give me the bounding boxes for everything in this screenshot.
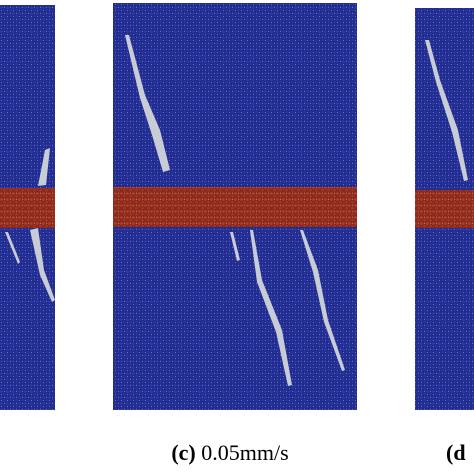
band: [113, 187, 357, 227]
panel-caption: 0.05mm/s: [201, 440, 288, 465]
crack: [125, 35, 170, 172]
crack: [300, 230, 345, 371]
panel-d: [415, 8, 474, 410]
caption-c: (c) 0.05mm/s: [171, 440, 288, 465]
caption-d: (d: [446, 440, 466, 465]
band: [415, 190, 474, 228]
panel-c: [113, 3, 357, 410]
crack: [30, 228, 55, 302]
crack: [250, 230, 292, 386]
band: [0, 188, 55, 228]
crack: [38, 148, 50, 186]
panel-label: (c): [171, 440, 195, 465]
panel-left: [0, 5, 55, 410]
crack: [5, 232, 20, 264]
crack: [230, 232, 240, 261]
crack: [425, 40, 468, 181]
